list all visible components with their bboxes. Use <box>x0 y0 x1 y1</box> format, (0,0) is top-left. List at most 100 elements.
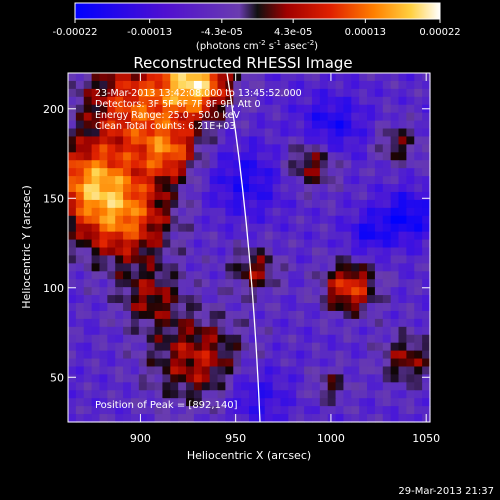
heatmap-cell <box>296 279 305 288</box>
heatmap-cell <box>374 318 384 328</box>
heatmap-cell <box>209 398 219 407</box>
heatmap-cell <box>390 80 400 90</box>
heatmap-cell <box>162 406 171 415</box>
heatmap-cell <box>351 247 360 257</box>
heatmap-cell <box>406 390 415 399</box>
heatmap-cell <box>99 271 108 280</box>
heatmap-cell <box>209 350 219 360</box>
heatmap-cell <box>123 168 132 177</box>
heatmap-cell <box>162 231 171 241</box>
heatmap-cell <box>414 223 423 233</box>
info-line: Energy Range: 25.0 - 50.0 keV <box>95 110 240 121</box>
heatmap-cell <box>359 128 368 138</box>
heatmap-cell <box>311 239 321 249</box>
heatmap-cell <box>390 350 400 360</box>
heatmap-cell <box>311 310 321 320</box>
heatmap-cell <box>374 255 384 264</box>
heatmap-cell <box>241 271 250 280</box>
heatmap-cell <box>91 176 101 185</box>
heatmap-cell <box>343 247 352 257</box>
heatmap-cell <box>280 271 289 280</box>
heatmap-cell <box>343 231 352 241</box>
heatmap-cell <box>264 263 274 272</box>
heatmap-cell <box>374 120 384 130</box>
heatmap-cell <box>414 239 423 249</box>
heatmap-cell <box>146 263 156 272</box>
heatmap-cell <box>256 382 266 391</box>
heatmap-cell <box>154 152 164 161</box>
heatmap-cell <box>186 247 195 257</box>
heatmap-cell <box>123 326 132 336</box>
heatmap-cell <box>311 279 321 288</box>
heatmap-cell <box>359 358 368 368</box>
heatmap-cell <box>123 271 132 280</box>
heatmap-cell <box>304 184 313 193</box>
heatmap-cell <box>75 406 85 415</box>
heatmap-cell <box>422 247 431 257</box>
heatmap-cell <box>170 184 179 193</box>
heatmap-cell <box>327 128 337 138</box>
heatmap-cell <box>249 398 258 407</box>
heatmap-cell <box>319 184 329 193</box>
heatmap-cell <box>422 136 431 145</box>
heatmap-cell <box>367 310 376 320</box>
heatmap-cell <box>115 310 124 320</box>
heatmap-cell <box>359 334 368 344</box>
heatmap-cell <box>115 350 124 360</box>
heatmap-cell <box>241 96 250 106</box>
heatmap-cell <box>201 271 211 280</box>
heatmap-cell <box>201 215 211 225</box>
heatmap-cell <box>304 168 313 177</box>
heatmap-cell <box>162 358 171 368</box>
heatmap-cell <box>178 247 187 257</box>
heatmap-cell <box>115 390 124 399</box>
heatmap-cell <box>233 160 242 169</box>
heatmap-cell <box>225 160 234 169</box>
heatmap-cell <box>178 374 187 383</box>
heatmap-cell <box>178 112 187 122</box>
heatmap-cell <box>422 120 431 130</box>
heatmap-cell <box>367 390 376 399</box>
heatmap-cell <box>68 223 77 233</box>
heatmap-cell <box>335 326 345 336</box>
heatmap-cell <box>241 112 250 122</box>
heatmap-cell <box>296 184 305 193</box>
heatmap-cell <box>382 199 392 209</box>
heatmap-cell <box>193 136 203 145</box>
heatmap-cell <box>359 303 368 312</box>
heatmap-cell <box>162 382 171 391</box>
heatmap-cell <box>382 310 392 320</box>
heatmap-cell <box>99 128 108 138</box>
heatmap-cell <box>217 112 226 122</box>
heatmap-cell <box>249 104 258 114</box>
heatmap-cell <box>343 342 352 352</box>
heatmap-cell <box>359 104 368 114</box>
heatmap-cell <box>225 136 234 145</box>
heatmap-cell <box>138 80 148 90</box>
heatmap-cell <box>170 382 179 391</box>
heatmap-cell <box>319 350 329 360</box>
heatmap-cell <box>311 414 321 423</box>
heatmap-cell <box>217 350 226 360</box>
heatmap-cell <box>99 342 108 352</box>
heatmap-cell <box>272 160 282 169</box>
heatmap-cell <box>367 350 376 360</box>
heatmap-cell <box>327 184 337 193</box>
heatmap-cell <box>327 310 337 320</box>
heatmap-cell <box>193 406 203 415</box>
heatmap-cell <box>193 366 203 376</box>
heatmap-cell <box>351 207 360 217</box>
heatmap-cell <box>115 342 124 352</box>
heatmap-cell <box>351 318 360 328</box>
heatmap-cell <box>68 215 77 225</box>
heatmap-cell <box>115 207 124 217</box>
heatmap-cell <box>335 223 345 233</box>
info-line: Detectors: 3F 5F 6F 7F 8F 9F, Att 0 <box>95 99 261 110</box>
heatmap-cell <box>390 271 400 280</box>
heatmap-cell <box>138 326 148 336</box>
heatmap-cell <box>311 342 321 352</box>
heatmap-cell <box>335 104 345 114</box>
heatmap-cell <box>327 414 337 423</box>
heatmap-cell <box>390 199 400 209</box>
heatmap-cell <box>335 414 345 423</box>
